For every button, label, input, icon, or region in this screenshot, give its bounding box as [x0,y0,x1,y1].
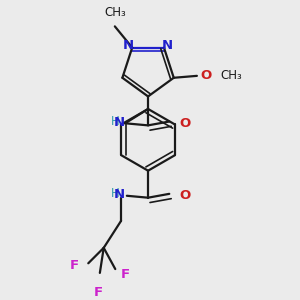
Text: F: F [121,268,130,281]
Text: O: O [179,117,190,130]
Text: N: N [114,188,125,201]
Text: N: N [123,39,134,52]
Text: N: N [162,39,173,52]
Text: F: F [93,286,103,299]
Text: CH₃: CH₃ [104,6,126,19]
Text: H: H [110,115,119,128]
Text: O: O [179,189,190,202]
Text: CH₃: CH₃ [220,69,242,82]
Text: O: O [201,69,212,82]
Text: H: H [110,187,119,200]
Text: F: F [70,259,79,272]
Text: N: N [114,116,125,129]
